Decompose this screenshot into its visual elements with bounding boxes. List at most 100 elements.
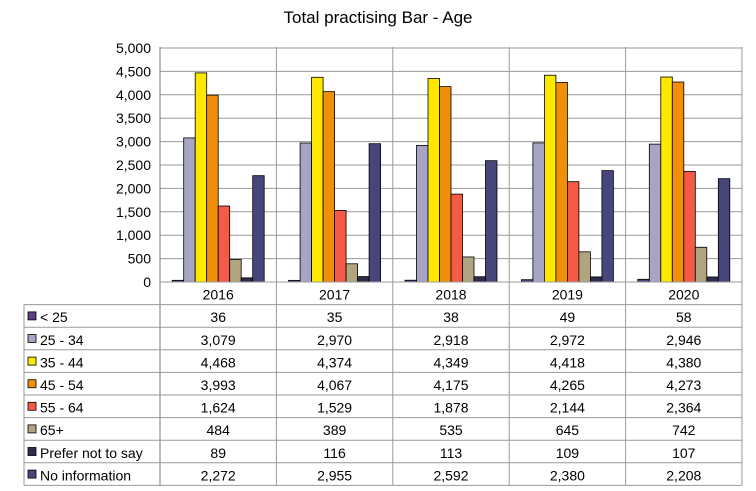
- bar: [252, 175, 265, 283]
- data-label: 4,349: [433, 354, 468, 370]
- legend-label: Prefer not to say: [40, 445, 143, 461]
- bar: [345, 263, 359, 283]
- y-tick-label: 2,000: [116, 180, 151, 196]
- bar: [334, 210, 347, 283]
- legend-key: [27, 334, 37, 343]
- legend-label: No information: [40, 467, 131, 483]
- x-category-label: 2017: [319, 287, 350, 303]
- legend-label: 45 - 54: [40, 377, 84, 393]
- bar: [462, 256, 475, 283]
- bar: [229, 258, 242, 283]
- bar: [311, 76, 324, 283]
- bar: [660, 76, 673, 283]
- legend-key: [27, 447, 37, 456]
- x-category-label: 2020: [668, 287, 699, 303]
- bar: [717, 178, 731, 283]
- data-label: 109: [556, 445, 580, 461]
- data-label: 389: [323, 422, 347, 438]
- data-label: 38: [443, 309, 459, 325]
- bar: [194, 72, 208, 283]
- bar: [240, 277, 254, 283]
- data-label: 4,468: [201, 354, 236, 370]
- data-label: 116: [323, 445, 346, 461]
- legend-key: [27, 356, 37, 366]
- legend-label: 25 - 34: [40, 332, 84, 348]
- data-label: 2,208: [666, 467, 701, 483]
- bar: [368, 143, 382, 283]
- bar: [694, 246, 708, 283]
- bar: [299, 142, 313, 283]
- data-label: 4,175: [433, 377, 468, 393]
- legend-label: 65+: [40, 422, 64, 438]
- bar: [473, 276, 486, 283]
- x-category-label: 2018: [435, 287, 466, 303]
- bar: [532, 142, 545, 283]
- bar: [416, 145, 429, 283]
- data-label: 4,067: [317, 377, 352, 393]
- data-label: 107: [672, 445, 696, 461]
- bar: [544, 74, 557, 283]
- bar: [485, 160, 498, 283]
- bar: [578, 251, 591, 283]
- bar: [357, 276, 370, 283]
- legend-key: [27, 311, 37, 321]
- data-label: 3,993: [201, 377, 236, 393]
- data-label: 1,529: [317, 400, 352, 416]
- data-label: 4,418: [550, 354, 585, 370]
- y-tick-label: 4,000: [116, 87, 151, 103]
- data-label: 89: [210, 445, 226, 461]
- data-label: 4,273: [666, 377, 701, 393]
- data-label: 1,624: [201, 400, 236, 416]
- bar: [206, 94, 219, 283]
- bar: [706, 276, 719, 283]
- data-label: 2,972: [550, 332, 585, 348]
- y-tick-label: 4,500: [116, 63, 151, 79]
- data-label: 35: [327, 309, 343, 325]
- legend-label: 35 - 44: [40, 354, 84, 370]
- bar: [322, 91, 336, 283]
- data-label: 113: [440, 445, 463, 461]
- data-label: 484: [207, 422, 231, 438]
- legend-key: [27, 379, 37, 389]
- data-label: 2,955: [317, 467, 352, 483]
- y-tick-label: 3,000: [116, 134, 151, 150]
- data-label: 36: [210, 309, 226, 325]
- legend-key: [27, 401, 37, 411]
- bar: [567, 181, 580, 283]
- y-tick-label: 1,500: [116, 204, 151, 220]
- y-tick-label: 0: [143, 274, 151, 290]
- data-label: 2,272: [201, 467, 236, 483]
- data-label: 742: [672, 422, 696, 438]
- data-label: 2,144: [550, 400, 585, 416]
- legend-key: [27, 424, 37, 434]
- data-label: 1,878: [433, 400, 468, 416]
- data-label: 2,380: [550, 467, 585, 483]
- data-label: 58: [676, 309, 692, 325]
- y-tick-label: 3,500: [116, 110, 151, 126]
- legend-key: [27, 469, 37, 479]
- data-label: 4,374: [317, 354, 352, 370]
- x-category-label: 2016: [203, 287, 234, 303]
- bar: [427, 78, 440, 283]
- bar: [439, 86, 452, 283]
- legend-label: 55 - 64: [40, 400, 84, 416]
- y-tick-label: 500: [128, 251, 152, 267]
- y-tick-label: 1,000: [116, 227, 151, 243]
- bar: [683, 170, 696, 283]
- data-label: 2,364: [666, 400, 701, 416]
- data-label: 2,918: [433, 332, 468, 348]
- data-label: 3,079: [201, 332, 236, 348]
- data-label: 2,970: [317, 332, 352, 348]
- bar: [671, 81, 685, 283]
- bar: [648, 143, 662, 283]
- x-category-label: 2019: [552, 287, 583, 303]
- bar: [601, 170, 614, 283]
- data-label: 535: [439, 422, 463, 438]
- data-label: 645: [556, 422, 580, 438]
- y-tick-label: 5,000: [116, 40, 151, 56]
- data-label: 2,592: [433, 467, 468, 483]
- bar: [590, 276, 603, 283]
- data-label: 49: [560, 309, 576, 325]
- data-label: 2,946: [666, 332, 701, 348]
